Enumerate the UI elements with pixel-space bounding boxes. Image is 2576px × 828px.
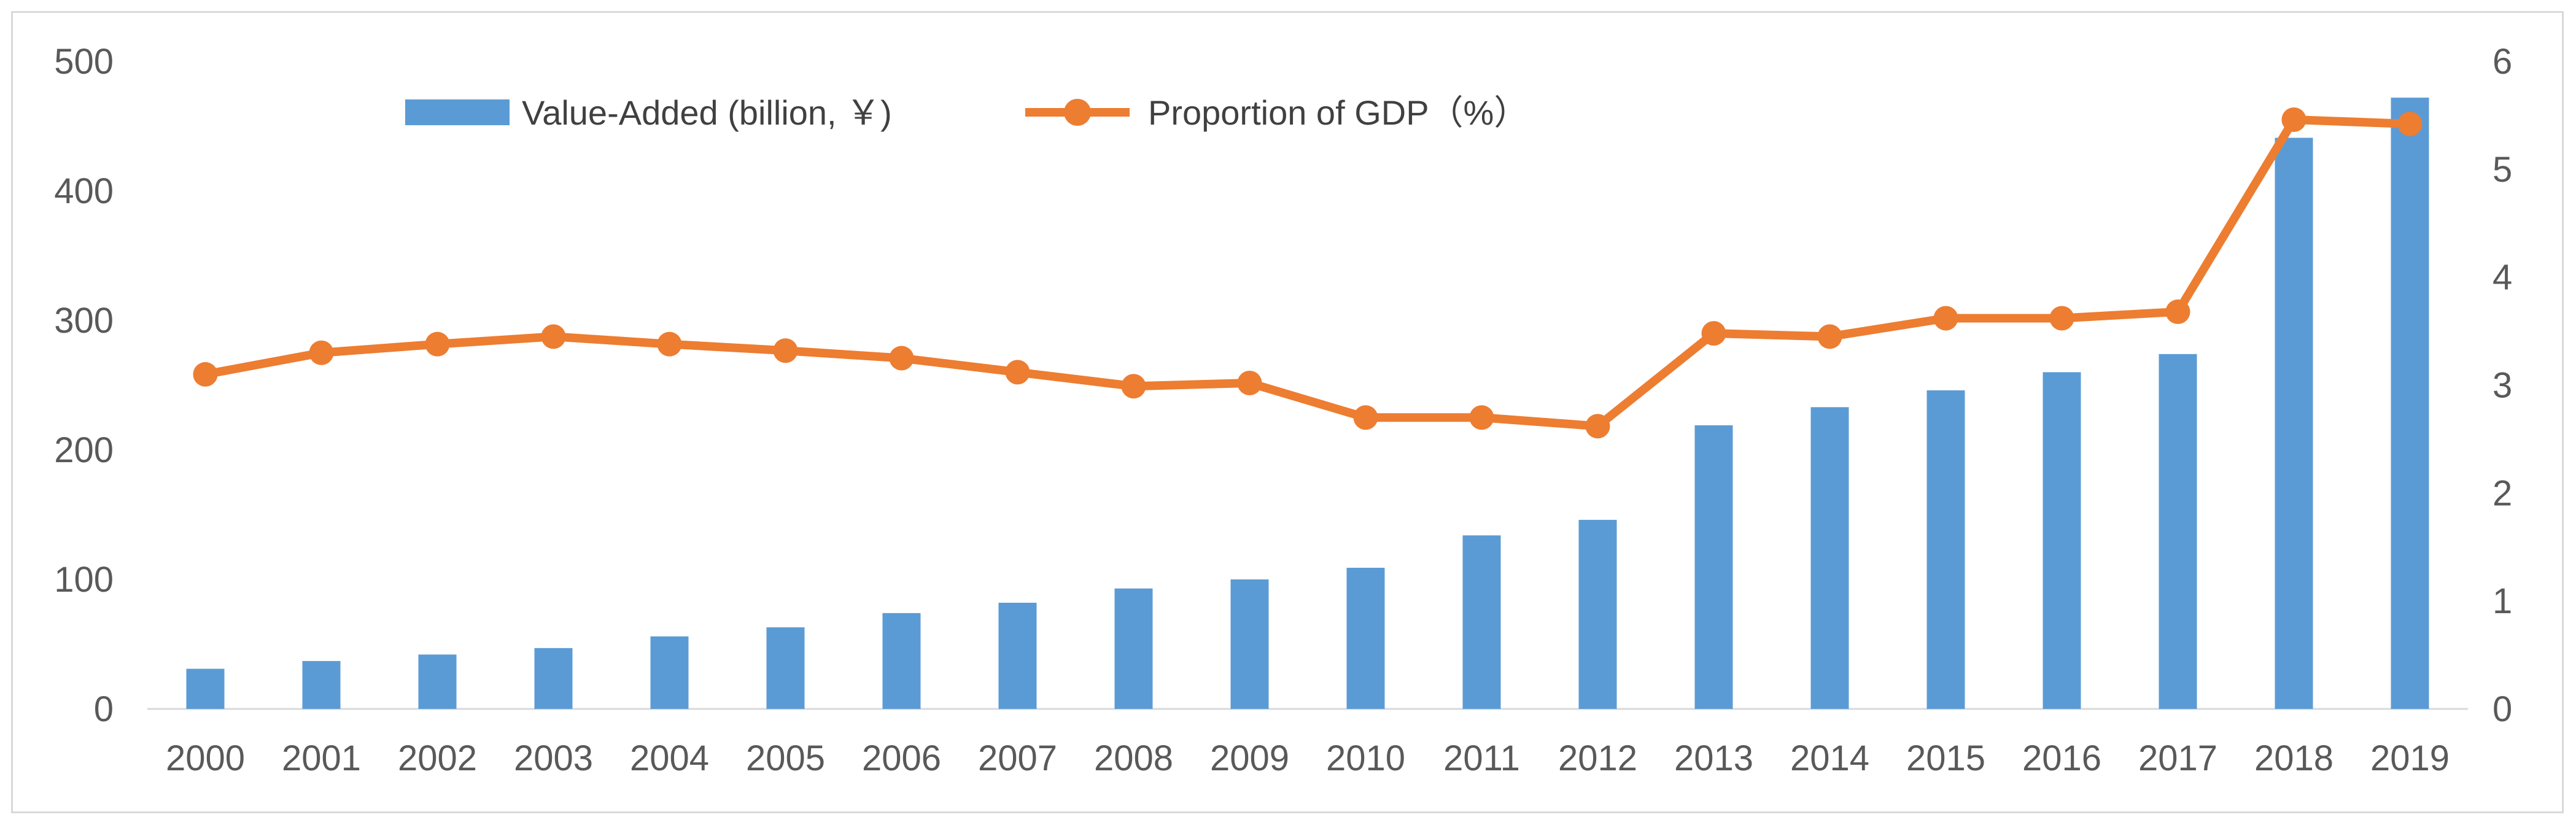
bar-2015	[1926, 390, 1965, 709]
left-tick-label: 400	[54, 171, 114, 211]
point-2004	[657, 331, 682, 357]
bar-series	[186, 98, 2429, 710]
x-tick-label: 2011	[1443, 738, 1520, 778]
point-2009	[1237, 370, 1262, 395]
bar-2007	[998, 602, 1037, 709]
bar-2008	[1114, 588, 1153, 709]
right-tick-label: 2	[2493, 473, 2512, 513]
point-2008	[1121, 374, 1146, 399]
point-2014	[1817, 324, 1842, 349]
bar-2016	[2043, 372, 2081, 709]
point-2018	[2281, 107, 2306, 132]
right-tick-label: 4	[2493, 258, 2512, 298]
point-2005	[773, 338, 798, 363]
bar-2010	[1346, 568, 1385, 709]
x-tick-label: 2008	[1094, 738, 1173, 778]
bar-2004	[650, 636, 689, 709]
right-axis: 0 1 2 3 4 5 6	[2493, 42, 2512, 729]
bar-2000	[186, 668, 225, 709]
x-tick-label: 2009	[1210, 738, 1289, 778]
left-tick-label: 300	[54, 301, 114, 341]
bar-2013	[1694, 425, 1733, 709]
point-2011	[1469, 405, 1494, 430]
bar-2012	[1578, 519, 1617, 709]
proportion-line	[204, 115, 2410, 431]
right-tick-label: 1	[2493, 581, 2512, 621]
x-tick-label: 2019	[2370, 738, 2450, 778]
legend-bar-swatch	[405, 99, 510, 125]
right-tick-label: 3	[2493, 366, 2512, 406]
x-tick-label: 2002	[398, 738, 477, 778]
x-tick-label: 2000	[166, 738, 245, 778]
point-2002	[425, 331, 450, 357]
x-tick-label: 2017	[2138, 738, 2217, 778]
bar-2014	[1810, 407, 1849, 709]
x-tick-label: 2013	[1674, 738, 1753, 778]
point-2007	[1005, 360, 1030, 385]
point-2019	[2397, 111, 2423, 136]
bar-2019	[2391, 98, 2429, 709]
left-tick-label: 500	[54, 42, 114, 82]
point-2016	[2049, 306, 2074, 331]
legend-line-label: Proportion of GDP（%）	[1148, 93, 1528, 132]
x-tick-label: 2018	[2254, 738, 2334, 778]
point-2000	[193, 362, 218, 387]
x-tick-label: 2016	[2022, 738, 2101, 778]
left-tick-label: 0	[94, 689, 114, 729]
x-tick-label: 2001	[282, 738, 361, 778]
x-tick-label: 2005	[746, 738, 825, 778]
point-2003	[541, 324, 566, 349]
x-axis: 2000 2001 2002 2003 2004 2005 2006 2007 2008 2009…	[166, 738, 2450, 778]
x-tick-label: 2014	[1790, 738, 1869, 778]
point-2017	[2165, 299, 2190, 324]
bar-2018	[2275, 137, 2313, 710]
legend: Value-Added (billion, ￥) Proportion of G…	[405, 93, 1528, 132]
x-tick-label: 2010	[1326, 738, 1405, 778]
point-2001	[309, 340, 334, 365]
left-tick-label: 100	[54, 560, 114, 600]
x-tick-label: 2006	[862, 738, 941, 778]
bar-2017	[2159, 354, 2197, 709]
right-tick-label: 0	[2493, 689, 2512, 729]
point-2010	[1353, 405, 1378, 430]
legend-line-marker	[1064, 99, 1091, 126]
bar-2003	[534, 648, 573, 709]
x-tick-label: 2012	[1558, 738, 1637, 778]
bar-2006	[882, 613, 921, 709]
x-tick-label: 2004	[630, 738, 709, 778]
right-tick-label: 6	[2493, 42, 2512, 82]
right-tick-label: 5	[2493, 150, 2512, 190]
bar-2002	[418, 654, 457, 709]
bar-2009	[1230, 579, 1269, 709]
point-2012	[1585, 414, 1610, 439]
bar-2011	[1462, 535, 1501, 709]
legend-bar-label: Value-Added (billion, ￥)	[522, 93, 892, 132]
x-tick-label: 2007	[978, 738, 1057, 778]
point-2006	[889, 346, 914, 371]
x-tick-label: 2015	[1906, 738, 1985, 778]
point-2013	[1701, 321, 1726, 346]
line-series	[193, 107, 2423, 439]
point-2015	[1933, 306, 1958, 331]
left-axis: 0 100 200 300 400 500	[54, 42, 114, 729]
x-tick-label: 2003	[514, 738, 593, 778]
bar-2005	[766, 627, 805, 709]
bar-2001	[302, 660, 341, 709]
left-tick-label: 200	[54, 430, 114, 470]
